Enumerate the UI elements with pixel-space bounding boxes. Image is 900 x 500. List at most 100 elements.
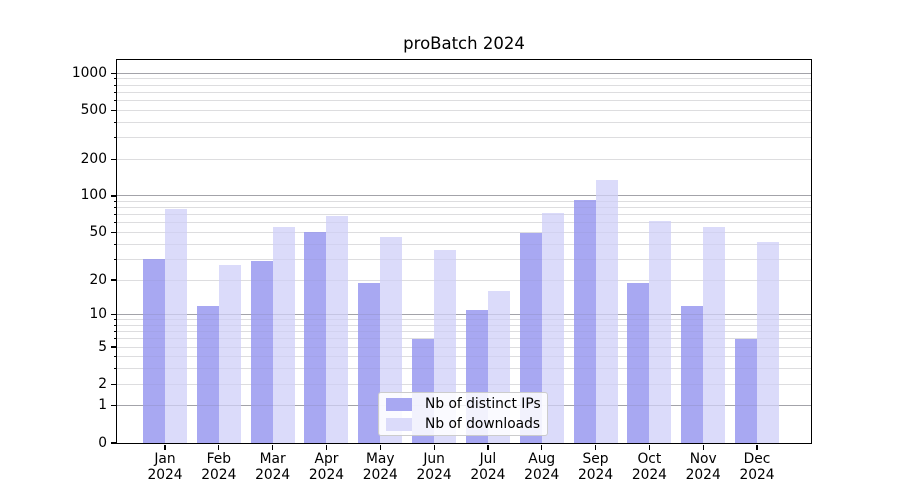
x-tick-month: Oct xyxy=(637,451,662,467)
y-minor-tick-mark xyxy=(113,258,116,260)
gridline-minor-overlay xyxy=(117,368,811,370)
y-minor-tick-mark xyxy=(113,368,116,370)
gridline-minor xyxy=(117,214,811,216)
gridline-minor-overlay xyxy=(117,243,811,245)
plot-inner xyxy=(117,60,811,443)
x-tick-label: Oct 2024 xyxy=(618,451,680,483)
y-minor-tick-mark xyxy=(113,331,116,333)
bar-oct-s0 xyxy=(627,282,650,443)
y-minor-tick-mark xyxy=(113,109,116,111)
x-tick-month: May xyxy=(366,451,395,467)
gridline-minor xyxy=(117,279,811,281)
y-minor-tick-mark xyxy=(113,91,116,93)
legend-swatch xyxy=(386,397,412,411)
gridline-minor-overlay xyxy=(117,100,811,101)
legend: Nb of distinct IPs Nb of downloads xyxy=(378,392,548,436)
legend-label: Nb of downloads xyxy=(425,416,541,432)
bar-dec-s0 xyxy=(735,338,758,443)
y-tick-mark xyxy=(111,72,116,74)
gridline-minor xyxy=(117,201,811,203)
y-tick-label: 500 xyxy=(80,101,107,118)
y-tick-mark xyxy=(111,442,116,444)
x-tick-month: Dec xyxy=(743,451,771,467)
gridline-minor-overlay xyxy=(117,319,811,321)
gridline-minor-overlay xyxy=(117,84,811,86)
y-tick-label: 100 xyxy=(80,187,107,204)
x-tick-month: Feb xyxy=(206,451,232,467)
x-tick-label: Nov 2024 xyxy=(672,451,734,483)
bar-may-s1 xyxy=(380,236,403,443)
gridline-major xyxy=(117,72,811,74)
y-tick-label: 50 xyxy=(89,224,107,241)
x-tick-label: Jan 2024 xyxy=(134,451,196,483)
y-minor-tick-mark xyxy=(113,84,116,86)
gridline-minor xyxy=(117,258,811,260)
y-minor-tick-mark xyxy=(113,383,116,385)
y-tick-mark xyxy=(111,314,116,316)
y-minor-tick-mark xyxy=(113,356,116,358)
gridline-minor-overlay xyxy=(117,137,811,139)
y-minor-tick-mark xyxy=(113,100,116,101)
plot-area xyxy=(116,59,812,444)
gridline-minor-overlay xyxy=(117,383,811,385)
y-tick-label: 2 xyxy=(98,375,107,392)
x-tick-mark xyxy=(325,444,328,450)
gridline-minor xyxy=(117,137,811,139)
y-tick-label: 200 xyxy=(80,150,107,167)
bar-nov-s0 xyxy=(681,305,704,443)
x-tick-month: Sep xyxy=(582,451,609,467)
x-tick-month: Jun xyxy=(423,451,445,467)
x-tick-year: 2024 xyxy=(201,467,237,483)
x-tick-year: 2024 xyxy=(362,467,398,483)
legend-entry: Nb of distinct IPs xyxy=(386,396,541,412)
gridline-minor xyxy=(117,368,811,370)
y-minor-tick-mark xyxy=(113,338,116,340)
y-tick-mark xyxy=(111,405,116,407)
gridline-minor xyxy=(117,121,811,123)
y-minor-tick-mark xyxy=(113,207,116,209)
x-tick-mark xyxy=(594,444,597,450)
gridline-minor xyxy=(117,243,811,245)
x-tick-label: Apr 2024 xyxy=(295,451,357,483)
x-tick-mark xyxy=(756,444,758,450)
x-tick-label: Sep 2024 xyxy=(565,451,627,483)
gridline-minor-overlay xyxy=(117,356,811,358)
x-tick-mark xyxy=(487,444,489,450)
x-tick-year: 2024 xyxy=(685,467,721,483)
x-tick-label: May 2024 xyxy=(349,451,411,483)
gridline-minor xyxy=(117,84,811,86)
x-tick-mark xyxy=(433,444,435,450)
gridline-minor xyxy=(117,383,811,385)
x-tick-mark xyxy=(702,444,704,450)
gridline-minor-overlay xyxy=(117,338,811,340)
x-tick-month: Nov xyxy=(689,451,717,467)
gridline-minor xyxy=(117,109,811,111)
x-tick-month: Mar xyxy=(259,451,286,467)
x-tick-year: 2024 xyxy=(739,467,775,483)
bar-may-s0 xyxy=(358,282,381,443)
x-tick-mark xyxy=(272,444,274,450)
gridline-minor-overlay xyxy=(117,324,811,326)
y-minor-tick-mark xyxy=(113,214,116,216)
gridline-minor-overlay xyxy=(117,331,811,333)
gridline-minor xyxy=(117,319,811,321)
bar-aug-s0 xyxy=(519,232,542,443)
x-tick-month: Apr xyxy=(314,451,339,467)
gridline-minor-overlay xyxy=(117,222,811,224)
y-tick-label: 1 xyxy=(98,397,107,414)
bar-feb-s0 xyxy=(196,305,219,443)
bar-nov-s1 xyxy=(703,226,726,443)
gridline-major-overlay xyxy=(117,72,811,74)
bar-sep-s0 xyxy=(573,200,596,443)
gridline-minor xyxy=(117,346,811,348)
x-tick-label: Feb 2024 xyxy=(188,451,250,483)
y-minor-tick-mark xyxy=(113,319,116,321)
y-tick-label: 5 xyxy=(98,338,107,355)
gridline-minor xyxy=(117,331,811,333)
gridline-minor xyxy=(117,158,811,160)
x-tick-label: Mar 2024 xyxy=(242,451,304,483)
gridline-minor xyxy=(117,91,811,93)
gridline-minor-overlay xyxy=(117,232,811,234)
y-tick-label: 1000 xyxy=(71,64,107,81)
